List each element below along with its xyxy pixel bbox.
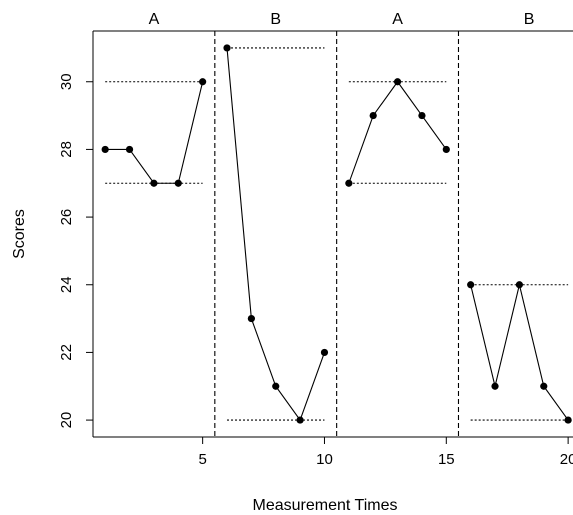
x-tick-label-15: 15 bbox=[438, 451, 455, 468]
data-point-phase-4-4 bbox=[540, 382, 548, 390]
phase-label-2: B bbox=[270, 11, 281, 28]
y-tick-label-30: 30 bbox=[58, 73, 75, 90]
data-point-phase-1-3 bbox=[150, 179, 158, 187]
series-line-phase-1 bbox=[105, 81, 204, 184]
phase-label-4: B bbox=[524, 11, 535, 28]
data-point-phase-4-3 bbox=[515, 281, 523, 289]
x-tick-label-20: 20 bbox=[560, 451, 573, 468]
data-point-phase-1-5 bbox=[199, 78, 207, 86]
y-tick-label-28: 28 bbox=[58, 141, 75, 158]
data-point-phase-3-4 bbox=[418, 111, 426, 120]
phase-dividers bbox=[214, 31, 460, 437]
x-axis-label: Measurement Times bbox=[253, 497, 398, 514]
data-point-phase-4-1 bbox=[467, 281, 475, 289]
phase-label-1: A bbox=[149, 11, 160, 28]
data-point-phase-2-3 bbox=[272, 382, 280, 390]
y-axis: 20 22 24 26 28 30 bbox=[58, 73, 93, 428]
data-point-phase-3-3 bbox=[393, 78, 402, 86]
x-tick-label-5: 5 bbox=[198, 451, 206, 468]
y-tick-label-20: 20 bbox=[58, 412, 75, 429]
data-point-phase-2-5 bbox=[320, 348, 329, 357]
y-tick-label-22: 22 bbox=[58, 344, 75, 361]
data-point-phase-3-2 bbox=[369, 111, 377, 120]
y-tick-label-26: 26 bbox=[58, 209, 75, 226]
data-points bbox=[101, 44, 572, 424]
x-tick-label-10: 10 bbox=[316, 451, 333, 468]
series-line-phase-4 bbox=[470, 284, 569, 421]
data-point-phase-3-5 bbox=[442, 145, 450, 154]
data-point-phase-1-4 bbox=[174, 179, 182, 187]
y-axis-label: Scores bbox=[11, 209, 28, 259]
phase-label-3: A bbox=[392, 11, 403, 28]
data-point-phase-4-5 bbox=[564, 416, 572, 424]
data-point-phase-4-2 bbox=[491, 382, 499, 390]
plot-frame bbox=[92, 30, 573, 438]
x-axis: 5 10 15 20 bbox=[198, 437, 573, 468]
series-line-phase-2 bbox=[226, 47, 325, 422]
data-point-phase-2-2 bbox=[247, 314, 255, 323]
data-point-phase-2-4 bbox=[296, 416, 304, 424]
data-point-phase-2-1 bbox=[223, 44, 231, 52]
y-tick-label-24: 24 bbox=[58, 276, 75, 293]
data-point-phase-1-1 bbox=[101, 145, 109, 154]
series-line-phase-3 bbox=[348, 80, 447, 184]
data-point-phase-1-2 bbox=[125, 145, 134, 154]
data-point-phase-3-1 bbox=[345, 179, 353, 187]
